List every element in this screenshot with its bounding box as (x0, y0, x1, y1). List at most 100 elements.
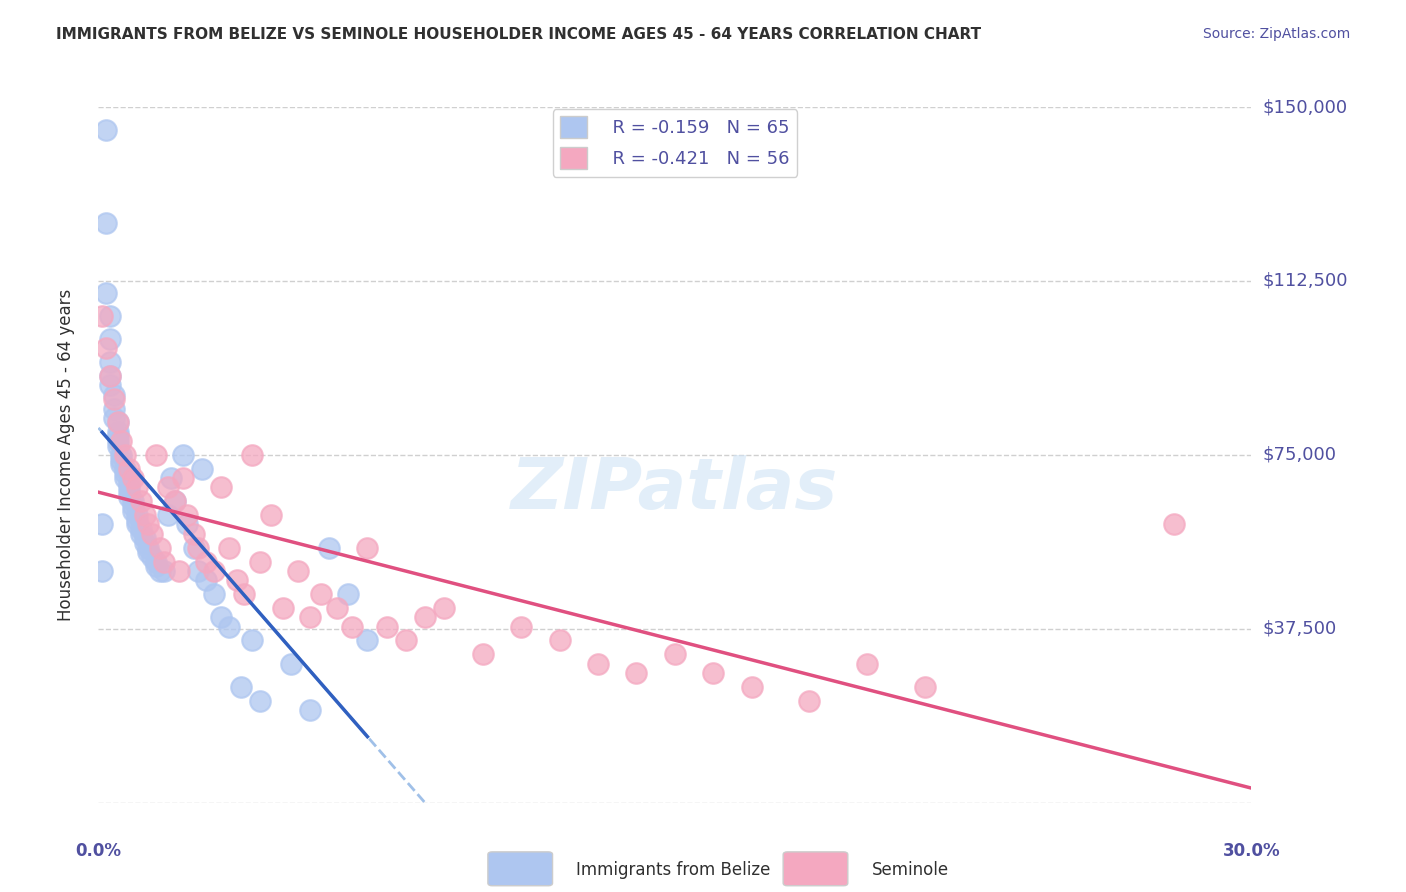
Point (134, 536, 156, 550)
Point (118, 462, 141, 476)
Point (202, 564, 225, 578)
Text: 30.0%: 30.0% (1223, 842, 1279, 860)
Point (233, 587, 256, 601)
Point (91, 564, 114, 578)
Point (311, 587, 333, 601)
Point (114, 471, 136, 485)
Point (107, 429, 129, 443)
Point (122, 471, 145, 485)
Point (129, 526, 152, 541)
Point (98, 378, 121, 392)
Point (91, 309, 114, 323)
Point (110, 434, 132, 448)
Point (218, 541, 240, 555)
Point (122, 499, 145, 513)
Point (249, 555, 271, 569)
Point (914, 680, 936, 694)
Point (375, 619, 398, 633)
Point (287, 564, 309, 578)
Point (125, 508, 148, 523)
Point (664, 648, 686, 662)
Text: $150,000: $150,000 (1263, 98, 1347, 116)
Point (103, 387, 125, 401)
Point (114, 448, 136, 462)
Point (145, 555, 167, 569)
Point (356, 541, 378, 555)
Point (134, 532, 156, 546)
Point (118, 485, 141, 500)
Point (471, 648, 494, 662)
Point (103, 401, 125, 416)
Point (94, 341, 117, 355)
Text: Source: ZipAtlas.com: Source: ZipAtlas.com (1202, 27, 1350, 41)
Point (218, 619, 240, 633)
Point (165, 494, 187, 508)
Point (225, 573, 247, 587)
Point (94, 216, 117, 230)
Point (172, 471, 194, 485)
Point (395, 633, 418, 648)
Point (187, 564, 209, 578)
Point (152, 555, 174, 569)
Text: Seminole: Seminole (872, 861, 949, 879)
Point (94, 123, 117, 137)
Point (298, 610, 321, 624)
Point (156, 508, 179, 523)
Point (413, 610, 436, 624)
Point (134, 508, 156, 523)
Y-axis label: Householder Income Ages 45 - 64 years: Householder Income Ages 45 - 64 years (56, 289, 75, 621)
Point (240, 633, 263, 648)
Point (145, 559, 167, 574)
Point (337, 587, 360, 601)
Point (118, 475, 141, 490)
Point (98, 369, 121, 384)
Point (280, 657, 302, 671)
Point (107, 434, 129, 448)
Point (149, 541, 172, 555)
Text: $37,500: $37,500 (1263, 620, 1337, 638)
Point (149, 564, 172, 578)
Point (98, 309, 121, 323)
Point (702, 665, 724, 680)
Point (138, 545, 160, 559)
Point (356, 633, 378, 648)
Point (141, 526, 163, 541)
Point (183, 526, 205, 541)
Point (118, 490, 141, 504)
Point (107, 439, 129, 453)
Point (91, 517, 114, 532)
Point (129, 522, 152, 536)
Point (160, 471, 183, 485)
Point (118, 480, 141, 494)
Point (110, 448, 132, 462)
Point (107, 416, 129, 430)
Point (856, 657, 879, 671)
Point (202, 587, 225, 601)
Point (741, 680, 763, 694)
Point (145, 448, 167, 462)
Point (271, 601, 294, 615)
Text: Immigrants from Belize: Immigrants from Belize (576, 861, 770, 879)
Point (141, 549, 163, 564)
Point (626, 665, 648, 680)
Point (110, 452, 132, 467)
Point (165, 494, 187, 508)
Point (98, 355, 121, 369)
Point (172, 448, 194, 462)
Point (125, 517, 148, 532)
Point (125, 513, 148, 527)
Point (249, 694, 271, 708)
Point (260, 508, 283, 523)
Point (107, 425, 129, 439)
Point (229, 680, 252, 694)
Point (114, 467, 136, 481)
Point (195, 555, 218, 569)
Point (176, 508, 198, 523)
Point (138, 517, 160, 532)
Point (799, 694, 821, 708)
Point (191, 462, 214, 476)
Point (1163, 517, 1185, 532)
Point (433, 601, 456, 615)
Point (510, 619, 533, 633)
Point (122, 494, 145, 508)
